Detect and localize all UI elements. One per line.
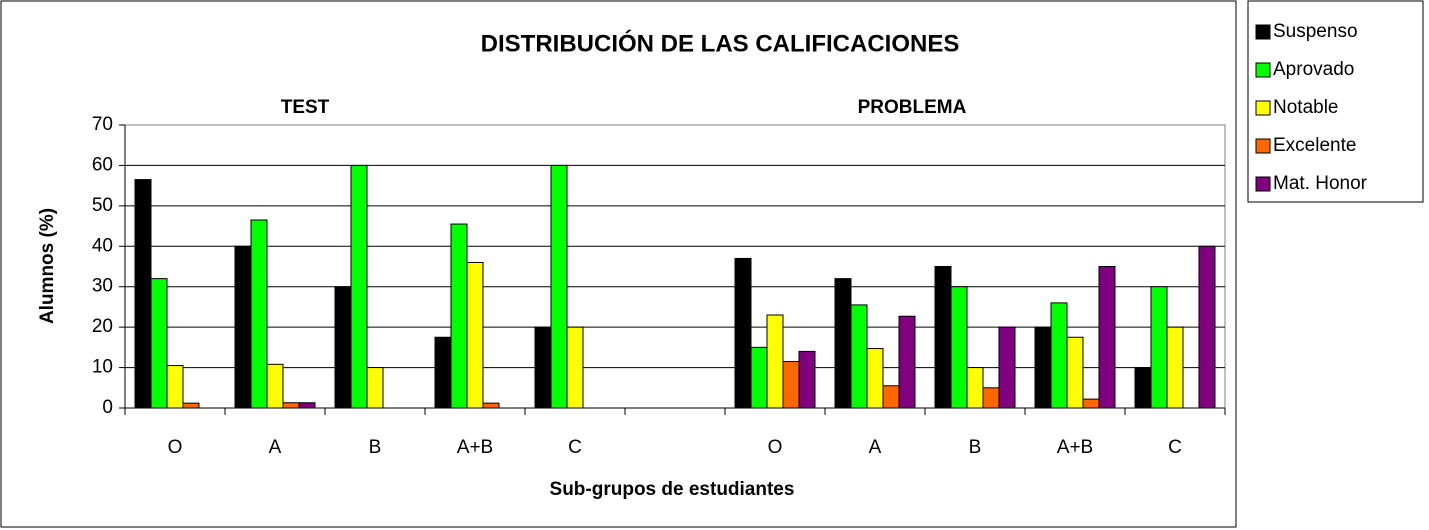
legend-swatch (1255, 62, 1271, 78)
y-tick-label: 20 (92, 316, 113, 337)
legend-label: Mat. Honor (1273, 173, 1368, 194)
y-tick-label: 70 (92, 114, 113, 135)
y-tick-label: 40 (92, 235, 113, 256)
bar (482, 402, 500, 409)
bar (834, 278, 852, 409)
bar (866, 348, 884, 409)
bar (934, 266, 952, 409)
bar (798, 350, 816, 409)
bar (282, 402, 300, 409)
legend-label: Aprovado (1273, 59, 1354, 80)
bar (982, 387, 1000, 409)
bar (134, 179, 152, 409)
legend-swatch (1255, 24, 1271, 40)
bar (1050, 302, 1068, 409)
bar (450, 223, 468, 409)
bar (334, 286, 352, 409)
bar (234, 245, 252, 409)
bar (1198, 245, 1216, 409)
legend-label: Suspenso (1273, 21, 1358, 42)
bar (1066, 336, 1084, 409)
bar (266, 363, 284, 409)
bar (466, 261, 484, 409)
y-tick-label: 0 (102, 397, 113, 418)
bar (434, 336, 452, 409)
x-tick-label: B (369, 437, 382, 458)
bar (150, 278, 168, 409)
bar (898, 315, 916, 409)
x-axis-label: Sub-grupos de estudiantes (550, 479, 795, 500)
bar (782, 361, 800, 409)
annotation: PROBLEMA (858, 97, 967, 118)
bar (1150, 286, 1168, 409)
y-tick-label: 10 (92, 357, 113, 378)
bar (766, 314, 784, 409)
bar (1134, 367, 1152, 409)
bar (966, 367, 984, 409)
bar (182, 402, 200, 409)
chart-title: DISTRIBUCIÓN DE LAS CALIFICACIONES (481, 29, 960, 57)
bar (1034, 326, 1052, 409)
x-tick-label: A+B (457, 437, 493, 458)
bar (566, 326, 584, 409)
legend-label: Excelente (1273, 135, 1356, 156)
legend-swatch (1255, 100, 1271, 116)
legend-box (1247, 0, 1424, 203)
bar (534, 326, 552, 409)
bar (350, 164, 368, 409)
x-tick-label: O (768, 437, 783, 458)
y-tick-label: 50 (92, 195, 113, 216)
legend-swatch (1255, 176, 1271, 192)
bar (1166, 326, 1184, 409)
bar (750, 346, 768, 409)
bar (1098, 266, 1116, 409)
x-tick-label: A (269, 437, 282, 458)
x-tick-label: A+B (1057, 437, 1093, 458)
bar (850, 304, 868, 409)
bar (366, 367, 384, 409)
y-tick-label: 30 (92, 276, 113, 297)
bar (1082, 398, 1100, 409)
x-tick-label: B (969, 437, 982, 458)
annotation: TEST (281, 97, 330, 118)
x-tick-label: A (869, 437, 882, 458)
bar (998, 326, 1016, 409)
bar (166, 365, 184, 409)
y-axis-label: Alumnos (%) (37, 208, 58, 324)
bar (950, 286, 968, 409)
bar (298, 402, 316, 409)
x-tick-label: C (1168, 437, 1182, 458)
bar (882, 385, 900, 409)
legend-swatch (1255, 138, 1271, 154)
bar (250, 219, 268, 409)
x-tick-label: O (168, 437, 183, 458)
bar (550, 164, 568, 409)
legend-label: Notable (1273, 97, 1339, 118)
x-tick-label: C (568, 437, 582, 458)
bar (734, 257, 752, 409)
y-tick-label: 60 (92, 154, 113, 175)
